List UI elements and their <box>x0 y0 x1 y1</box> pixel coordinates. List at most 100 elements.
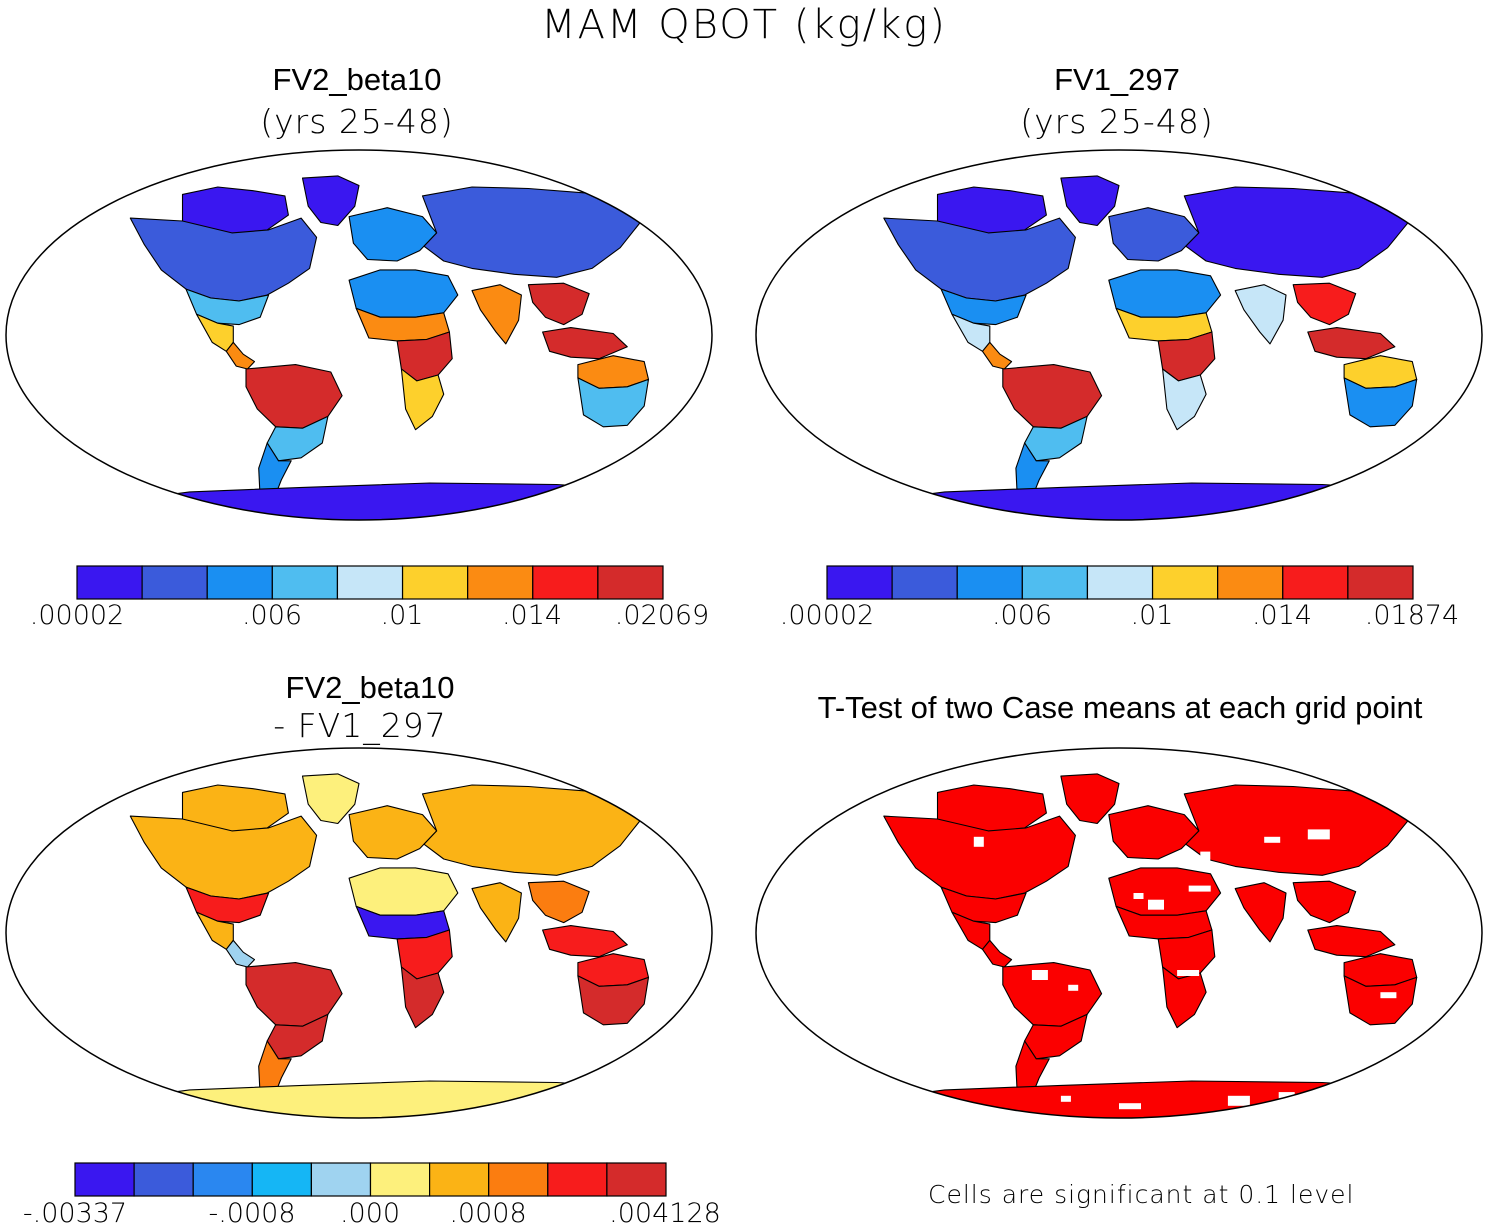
colorbar-cell <box>206 565 273 600</box>
region-interior-australia <box>1343 975 1418 1026</box>
non-significant-cell <box>1148 899 1164 910</box>
region-siberia <box>421 186 642 278</box>
colorbar-cell <box>1021 565 1089 600</box>
colorbar-cell <box>141 565 208 600</box>
region-maritime-continent <box>1307 925 1396 958</box>
region-siberia <box>1183 784 1410 876</box>
region-southeast-asia <box>1292 880 1357 924</box>
region-maritime-continent <box>1307 327 1396 360</box>
colorbar-cell <box>1217 565 1284 600</box>
region-north-america <box>129 217 318 302</box>
region-india <box>471 284 522 345</box>
region-southern-africa <box>400 966 445 1029</box>
region-greenland <box>1060 175 1120 227</box>
colorbar-tick-label: .014 <box>1251 600 1313 631</box>
region-india <box>1234 284 1287 345</box>
colorbar-tick-label: .00002 <box>29 600 125 631</box>
region-europe <box>1108 805 1200 860</box>
region-greenland <box>301 175 360 227</box>
colorbar-tick-label: -.00337 <box>22 1198 128 1229</box>
region-antarctica <box>864 482 1469 520</box>
colorbar-cell <box>826 565 893 600</box>
colorbar-cell <box>133 1162 194 1197</box>
colorbar-tick-label: -.0008 <box>208 1198 296 1229</box>
non-significant-cell <box>1177 970 1200 976</box>
region-north-america <box>129 815 318 900</box>
region-southeast-asia <box>1292 282 1357 326</box>
colorbar-cell <box>606 1162 667 1197</box>
region-europe <box>1108 207 1200 262</box>
colorbar-cell <box>956 565 1023 600</box>
panel-4-title: T-Test of two Case means at each grid po… <box>817 690 1423 725</box>
map-regions <box>864 773 1469 1118</box>
region-central-america <box>981 939 1013 968</box>
non-significant-cell <box>1188 885 1211 892</box>
map-regions <box>111 175 699 520</box>
colorbar-cell <box>1151 565 1219 600</box>
map-boundary <box>5 747 713 1119</box>
significance-footnote: Cells are significant at 0.1 level <box>928 1180 1355 1209</box>
region-central-america <box>225 939 256 968</box>
region-antarctica <box>111 482 699 520</box>
region-interior-australia <box>577 975 650 1026</box>
colorbar-cell <box>532 565 599 600</box>
region-sahara <box>348 269 459 318</box>
region-north-america <box>883 217 1076 302</box>
colorbar-cell <box>891 565 958 600</box>
region-maritime-continent <box>542 925 628 958</box>
region-southeast-asia <box>527 880 590 924</box>
figure-title: MAM QBOT (kg/kg) <box>541 2 947 48</box>
non-significant-cell <box>1227 1095 1250 1106</box>
colorbar-cell <box>251 1162 313 1197</box>
non-significant-cell <box>973 836 984 847</box>
panel-2-colorbar <box>826 565 1414 600</box>
colorbar-tick-label: .014 <box>501 600 563 631</box>
colorbar-cell <box>1086 565 1154 600</box>
colorbar-tick-label: .00002 <box>779 600 875 631</box>
colorbar-cell <box>1347 565 1414 600</box>
panel-3-colorbar <box>74 1162 667 1197</box>
region-southeast-asia <box>527 282 590 326</box>
colorbar-cell <box>336 565 404 600</box>
panel-1-title: FV2_beta10 <box>272 62 442 97</box>
panel-1-subtitle: (yrs 25-48) <box>260 102 454 141</box>
non-significant-cell <box>1133 893 1144 899</box>
colorbar-cell <box>597 565 664 600</box>
region-antarctica <box>111 1080 699 1118</box>
colorbar-tick-label: .0008 <box>449 1198 527 1229</box>
region-india <box>1234 882 1287 943</box>
region-southern-africa <box>400 368 445 431</box>
panel-3-title: FV2_beta10 <box>285 670 455 705</box>
region-antarctica <box>864 1080 1469 1118</box>
region-siberia <box>421 784 642 876</box>
non-significant-cell <box>1380 992 1397 999</box>
panel-2-map <box>755 149 1483 521</box>
panel-4-map <box>755 747 1483 1119</box>
region-interior-australia <box>577 377 650 428</box>
colorbar-tick-label: .01874 <box>1364 600 1460 631</box>
non-significant-cell <box>1307 829 1330 840</box>
non-significant-cell <box>1068 984 1079 991</box>
colorbar-tick-label: .004128 <box>609 1198 721 1229</box>
region-europe <box>348 207 438 262</box>
region-greenland <box>301 773 360 825</box>
colorbar-tick-label: .01 <box>380 600 424 631</box>
region-maritime-continent <box>542 327 628 360</box>
region-europe <box>348 805 438 860</box>
region-sahara <box>348 867 459 916</box>
map-boundary <box>5 149 713 521</box>
region-southern-africa <box>1162 368 1207 431</box>
map-regions <box>864 175 1469 520</box>
region-central-america <box>981 341 1013 370</box>
colorbar-cell <box>192 1162 253 1197</box>
panel-3-subtitle: - FV1_297 <box>273 706 447 745</box>
colorbar-cell <box>488 1162 549 1197</box>
region-greenland <box>1060 773 1120 825</box>
region-central-america <box>225 341 256 370</box>
non-significant-cell <box>1200 851 1211 862</box>
map-boundary <box>755 149 1483 521</box>
colorbar-tick-label: .01 <box>1130 600 1174 631</box>
panel-1-map <box>5 149 713 521</box>
colorbar-tick-label: .006 <box>991 600 1053 631</box>
colorbar-tick-label: .02069 <box>614 600 710 631</box>
